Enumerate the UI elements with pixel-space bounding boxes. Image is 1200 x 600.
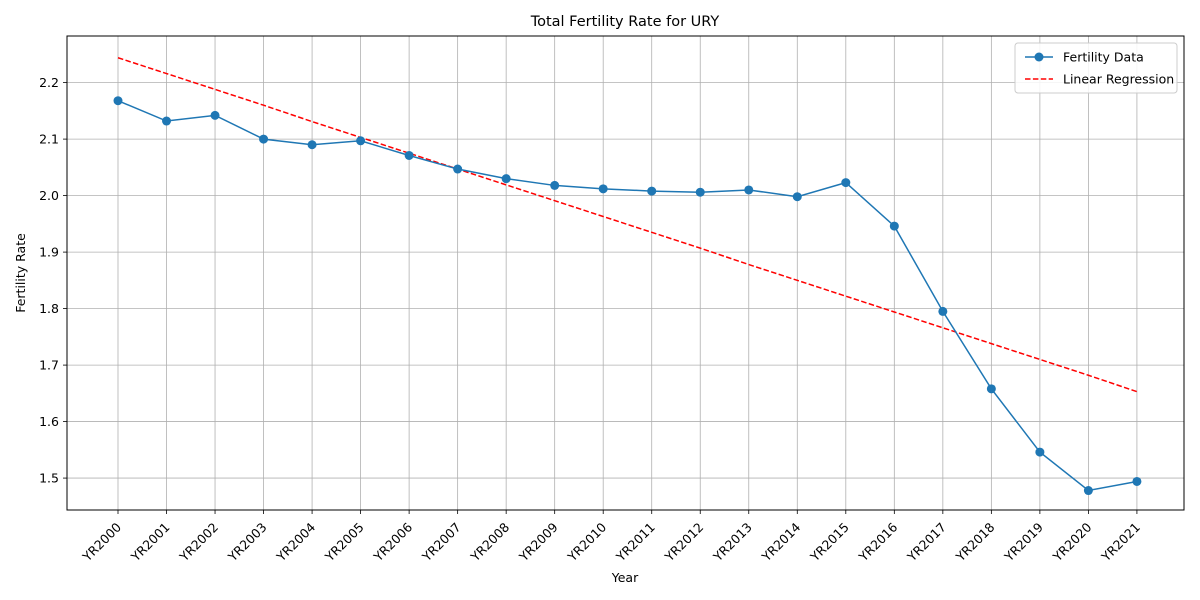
y-tick-label: 1.5	[39, 471, 59, 486]
x-tick-label: YR2018	[952, 519, 997, 564]
y-tick-label: 1.6	[39, 414, 59, 429]
fertility-point	[986, 384, 996, 394]
x-tick-label: YR2009	[515, 519, 560, 564]
fertility-point	[550, 180, 560, 190]
x-tick-label: YR2004	[273, 519, 318, 564]
x-tick-label: YR2011	[612, 520, 657, 565]
fertility-point	[501, 174, 511, 184]
x-tick-label: YR2008	[467, 519, 512, 564]
x-tick-label: YR2003	[224, 520, 269, 565]
fertility-point	[453, 164, 463, 174]
fertility-point	[356, 136, 366, 146]
y-tick-label: 1.9	[39, 245, 59, 260]
x-tick-label: YR2015	[807, 520, 852, 565]
x-tick-label: YR2021	[1098, 520, 1143, 565]
x-tick-label: YR2005	[321, 520, 366, 565]
x-axis: YR2000 YR2001 YR2002 YR2003 YR2004 YR2005 YR20…	[79, 510, 1143, 565]
plot-frame	[66, 35, 1185, 511]
x-tick-label: YR2020	[1049, 519, 1094, 564]
fertility-point	[792, 192, 802, 202]
y-tick-label: 2.2	[39, 75, 59, 90]
regression-line	[117, 57, 1138, 393]
y-axis: 1.5 1.6 1.7 1.8 1.9 2.0 2.1 2.2	[39, 75, 67, 486]
fertility-point	[404, 150, 414, 160]
grid	[67, 36, 1184, 510]
y-axis-label: Fertility Rate	[13, 233, 28, 313]
fertility-point	[744, 185, 754, 195]
x-tick-label: YR2010	[564, 519, 609, 564]
x-tick-label: YR2007	[418, 520, 463, 565]
x-tick-label: YR2016	[855, 519, 900, 564]
x-tick-label: YR2014	[758, 519, 803, 564]
fertility-point	[938, 306, 948, 316]
fertility-point	[259, 134, 269, 144]
chart-title: Total Fertility Rate for URY	[530, 14, 720, 30]
fertility-point	[1083, 486, 1093, 496]
legend-box	[1014, 42, 1178, 94]
x-tick-label: YR2012	[661, 520, 706, 565]
fertility-point	[841, 178, 851, 188]
fertility-point	[598, 184, 608, 194]
x-tick-label: YR2000	[79, 519, 124, 564]
legend-marker-fertility	[1034, 52, 1044, 62]
x-tick-label: YR2017	[904, 520, 949, 565]
x-tick-label: YR2001	[127, 520, 172, 565]
x-tick-label: YR2002	[176, 520, 221, 565]
fertility-point	[1035, 447, 1045, 457]
fertility-point	[210, 110, 220, 120]
x-tick-label: YR2006	[370, 519, 415, 564]
legend: Fertility Data Linear Regression	[1014, 42, 1178, 94]
fertility-point	[695, 187, 705, 197]
y-tick-label: 1.8	[39, 301, 59, 316]
legend-label-regression: Linear Regression	[1063, 72, 1174, 87]
x-tick-label: YR2013	[710, 520, 755, 565]
fertility-point	[1132, 476, 1142, 486]
fertility-line	[117, 99, 1138, 492]
fertility-point	[162, 116, 172, 126]
y-tick-label: 2.1	[39, 132, 59, 147]
fertility-point	[307, 140, 317, 150]
fertility-point	[113, 96, 123, 106]
x-axis-label: Year	[611, 570, 639, 585]
y-tick-label: 1.7	[39, 358, 59, 373]
x-tick-label: YR2019	[1001, 519, 1046, 564]
y-tick-label: 2.0	[39, 188, 59, 203]
fertility-point	[889, 221, 899, 231]
legend-label-fertility: Fertility Data	[1063, 50, 1144, 65]
series-layer	[113, 57, 1142, 496]
fertility-point	[647, 186, 657, 196]
